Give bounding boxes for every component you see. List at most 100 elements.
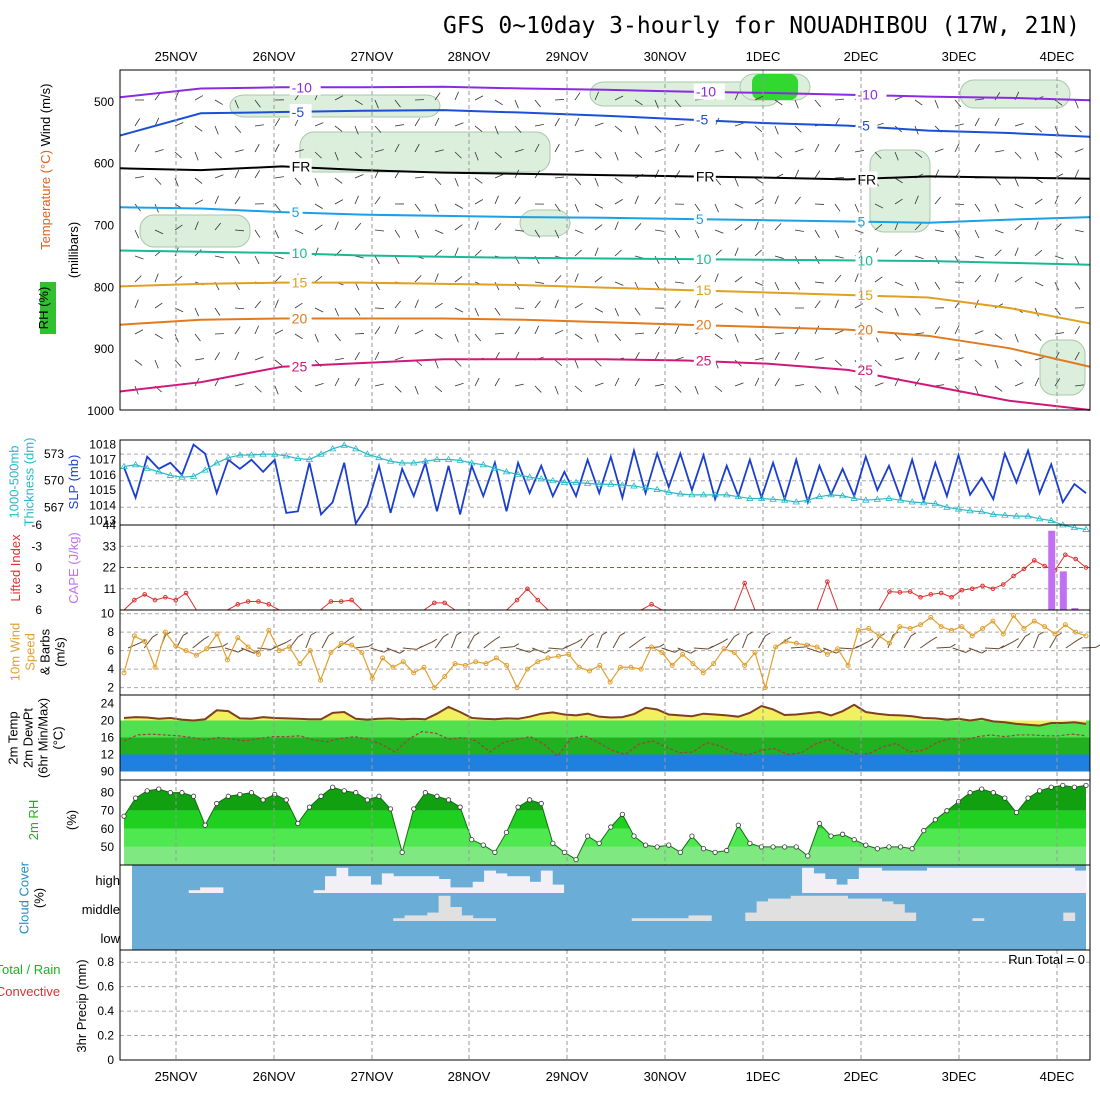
cloud-cell [472, 881, 485, 893]
rh-marker [666, 842, 672, 848]
cloud-cell [450, 887, 462, 893]
rh-marker [214, 800, 220, 807]
wind-barb [709, 641, 723, 649]
wind-barb [548, 647, 563, 650]
wind-speed-marker [369, 675, 375, 681]
upper-wind-barb [394, 385, 402, 393]
upper-wind-barb [1054, 332, 1064, 335]
wind-speed-marker [866, 625, 872, 631]
upper-wind-barb [194, 199, 204, 205]
upper-wind-barb [1074, 384, 1084, 387]
upper-wind-barb [134, 255, 144, 260]
thickness-marker [294, 454, 302, 461]
upper-wind-barb [954, 325, 960, 335]
thickness-marker [722, 491, 731, 498]
cloud-cell [461, 887, 474, 893]
upper-wind-barb [894, 198, 903, 205]
cloud-axis-label: (%) [32, 888, 47, 908]
upper-wind-barb [974, 117, 980, 127]
wind-barb-flag [1077, 636, 1083, 641]
upper-wind-barb [914, 151, 923, 158]
temp-axis-label: 2m DewPt [21, 708, 36, 768]
wind-barb [402, 647, 417, 650]
upper-wind-barb [774, 332, 784, 335]
thickness-marker [549, 476, 557, 484]
thickness-marker [363, 450, 372, 457]
cape-tick: 22 [103, 561, 117, 575]
wind-speed-marker [1073, 629, 1079, 635]
wind-barb-flag [910, 632, 917, 637]
wind-speed-marker [462, 662, 468, 668]
rh-marker [132, 795, 139, 801]
temp-tick: 16 [101, 731, 115, 745]
wind-speed-marker [514, 685, 520, 691]
isotherm-label: FR [696, 168, 715, 184]
upper-wind-barb [834, 274, 842, 283]
rh-marker [735, 822, 741, 828]
rh-axis-label: RH (%) [36, 287, 51, 330]
rh-marker [538, 800, 544, 807]
wind-barb [725, 636, 735, 649]
wind-barb-flag [222, 642, 229, 647]
thickness-tick: 570 [44, 474, 64, 488]
cape-tick: 33 [103, 539, 117, 553]
upper-wind-barb [594, 307, 604, 313]
upper-wind-barb [594, 359, 602, 367]
wind-barb [370, 647, 385, 653]
rh-marker [1013, 809, 1020, 816]
upper-wind-barb [494, 332, 505, 335]
thickness-marker [838, 492, 847, 499]
rh-marker [1037, 788, 1043, 794]
rh-marker [1071, 784, 1078, 790]
rh-patch [299, 131, 551, 173]
upper-wind-barb [794, 99, 799, 109]
upper-wind-barb [574, 333, 583, 340]
wind-speed-marker [142, 638, 148, 644]
thickness-marker [896, 496, 905, 503]
wind-speed-marker [473, 659, 479, 665]
thickness-marker [607, 480, 615, 487]
upper-wind-barb [394, 356, 404, 361]
upper-wind-barb [554, 329, 564, 335]
wind-frame [119, 609, 1091, 696]
upper-wind-barb [814, 300, 821, 309]
wind-barb-flag [310, 631, 317, 636]
upper-wind-barb [1074, 125, 1082, 133]
rh-marker [144, 788, 150, 794]
rh-marker [700, 846, 707, 852]
upper-wind-barb [554, 385, 559, 395]
wind-speed-marker [1052, 631, 1058, 637]
upper-wind-barb [754, 333, 762, 342]
wind-barb [127, 642, 142, 649]
upper-wind-barb [914, 195, 919, 205]
upper-wind-barb [334, 177, 343, 184]
thickness-marker [270, 450, 279, 457]
upper-wind-barb [574, 302, 583, 309]
upper-wind-barb [574, 273, 579, 283]
upper-wind-barb [574, 203, 579, 213]
upper-wind-barb [974, 203, 981, 212]
upper-wind-barb [354, 174, 364, 179]
rh-marker [851, 837, 857, 843]
upper-wind-barb [174, 359, 182, 367]
upper-wind-barb [274, 176, 284, 179]
upper-wind-barb [674, 281, 684, 284]
upper-wind-barb [594, 177, 599, 187]
wind-speed-marker [131, 633, 137, 639]
upper-wind-barb [634, 378, 640, 387]
cloud-cell [870, 867, 883, 893]
upper-wind-barb [574, 92, 581, 101]
cloud-cell [915, 870, 928, 893]
wind-speed-marker [555, 653, 561, 659]
upper-wind-barb [354, 195, 359, 205]
thickness-marker [224, 453, 233, 461]
upper-wind-barb [1034, 125, 1042, 133]
wind-speed-marker [845, 662, 851, 668]
thickness-marker [931, 499, 940, 507]
upper-wind-barb [1014, 333, 1019, 343]
wind-speed-marker [193, 652, 199, 658]
cloud-cell [802, 867, 814, 893]
li-cape-panel: -6 -3 0 3 6 11 22 33 44 Lifted Index CAPE (J/kg) [8, 518, 1090, 617]
upper-wind-barb [734, 151, 742, 159]
day-label-bottom: 2DEC [844, 1069, 879, 1084]
